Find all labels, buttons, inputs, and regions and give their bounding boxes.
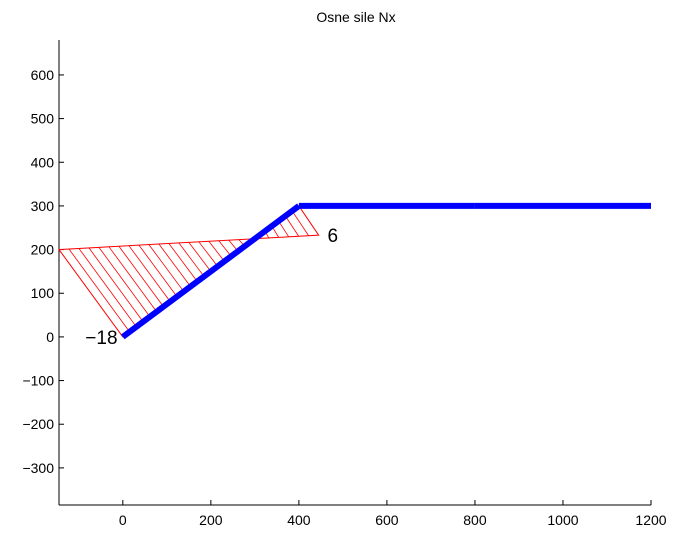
hatch-line	[198, 241, 218, 267]
hatch-line	[148, 244, 185, 292]
y-tick-label: −300	[22, 460, 54, 476]
y-tick-label: −100	[22, 373, 54, 389]
x-tick-label: 1200	[635, 512, 666, 528]
hatch-line	[118, 246, 164, 307]
value-annotations: −18 6	[85, 226, 338, 349]
hatch-line	[128, 245, 171, 302]
x-tick-label: 1000	[547, 512, 578, 528]
y-tick-label: 300	[31, 198, 55, 214]
axes: 0 200 400 600 800 1000 1200 −300 −200 −100 0 100 200…	[22, 40, 667, 528]
x-tick-label: 400	[287, 512, 311, 528]
axial-force-diagram	[58, 205, 320, 338]
y-tick-label: 200	[31, 242, 55, 258]
structure-members	[121, 202, 651, 340]
hatch-line	[208, 241, 225, 262]
hatch-line	[138, 244, 178, 297]
y-tick-label: 100	[31, 285, 55, 301]
hatch-line	[285, 215, 300, 237]
hatch-line	[278, 220, 290, 238]
hatch-line	[218, 240, 232, 257]
y-tick-label: 400	[31, 154, 55, 170]
y-tick-label: 600	[31, 67, 55, 83]
y-tick-label: 500	[31, 111, 55, 127]
value-label: 6	[327, 226, 338, 247]
hatch-line	[178, 242, 205, 277]
hatch-line	[68, 248, 130, 333]
structure-member	[121, 203, 301, 340]
y-tick-label: 0	[46, 329, 54, 345]
x-tick-label: 200	[199, 512, 223, 528]
hatch-line	[168, 243, 198, 282]
x-tick-label: 800	[463, 512, 487, 528]
hatch-line	[108, 246, 158, 312]
hatch-line	[291, 210, 310, 236]
force-diagram-outline	[58, 205, 320, 338]
hatch-line	[98, 247, 151, 317]
hatch-line	[88, 247, 144, 323]
hatch-line	[188, 242, 212, 272]
y-tick-label: −200	[22, 416, 54, 432]
hatch-line	[158, 243, 191, 287]
x-tick-label: 0	[119, 512, 127, 528]
x-tick-label: 600	[375, 512, 399, 528]
value-label: −18	[85, 328, 117, 349]
hatch-line	[78, 248, 137, 328]
chart-title: Osne sile Nx	[316, 9, 395, 25]
